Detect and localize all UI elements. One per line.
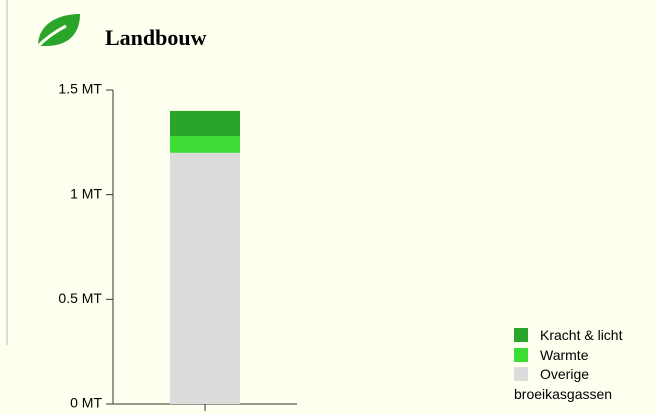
legend: Kracht & licht Warmte Overige broeikasgass…	[514, 326, 656, 404]
legend-item: Kracht & licht	[514, 326, 656, 346]
y-tick-label: 1.5 MT	[58, 81, 102, 97]
y-tick-label: 0.5 MT	[58, 290, 102, 306]
y-tick-label: 1 MT	[70, 185, 102, 201]
bar-segment	[170, 152, 240, 404]
legend-item: Warmte	[514, 346, 656, 366]
legend-swatch	[514, 328, 528, 342]
bar-segment	[170, 110, 240, 137]
legend-label: Overige broeikasgassen	[514, 366, 613, 402]
legend-item: Overige broeikasgassen	[514, 365, 656, 404]
legend-swatch	[514, 367, 528, 381]
chart-title: Landbouw	[105, 25, 207, 50]
leaf-vein	[34, 24, 67, 50]
legend-label: Warmte	[540, 346, 589, 363]
bar-segment	[170, 136, 240, 153]
legend-label: Kracht & licht	[540, 327, 623, 343]
y-tick-label: 0 MT	[70, 395, 102, 411]
legend-swatch	[514, 347, 528, 362]
